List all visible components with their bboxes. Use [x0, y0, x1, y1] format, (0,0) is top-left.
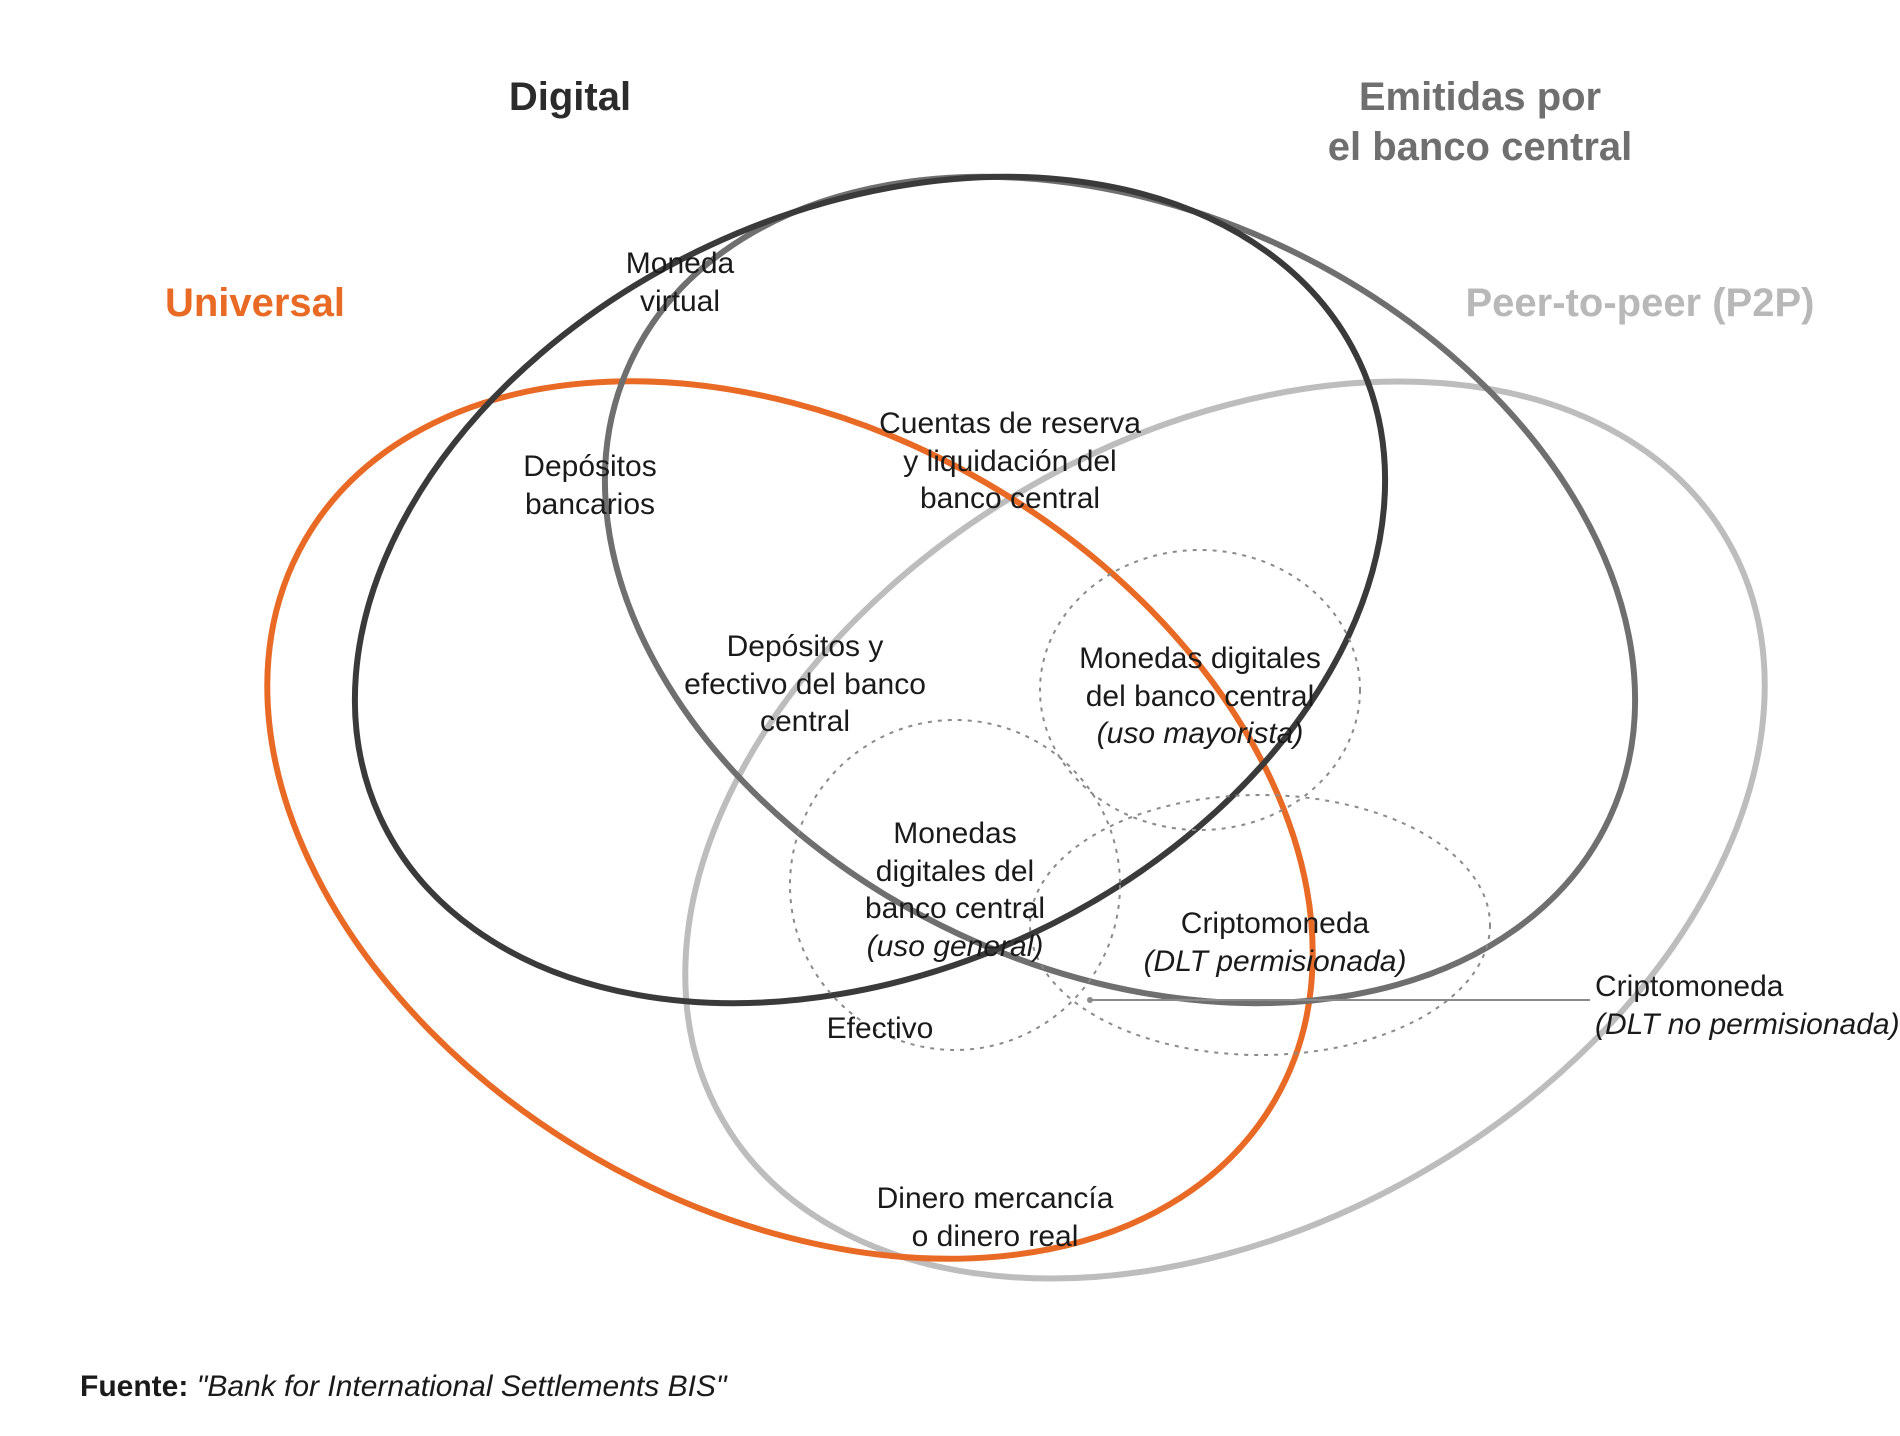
label-cbdc-mayorista: Monedas digitales del banco central (uso… — [1040, 640, 1360, 753]
label-crypto-permisionada: Criptomoneda (DLT permisionada) — [1100, 905, 1450, 980]
money-flower-diagram: Digital Emitidas por el banco central Un… — [0, 0, 1900, 1436]
label-moneda-virtual: Moneda virtual — [560, 245, 800, 320]
title-universal: Universal — [120, 278, 390, 328]
label-depositos-bancarios: Depósitos bancarios — [470, 448, 710, 523]
label-crypto-no-permisionada: Criptomoneda (DLT no permisionada) — [1595, 968, 1900, 1043]
title-central-bank: Emitidas por el banco central — [1290, 72, 1670, 172]
label-dinero-mercancia: Dinero mercancía o dinero real — [830, 1180, 1160, 1255]
title-p2p: Peer-to-peer (P2P) — [1430, 278, 1850, 328]
label-cuentas-reserva: Cuentas de reserva y liquidación del ban… — [830, 405, 1190, 518]
source-line: Fuente: "Bank for International Settleme… — [80, 1370, 727, 1404]
label-depositos-efectivo: Depósitos y efectivo del banco central — [635, 628, 975, 741]
label-cbdc-general: Monedas digitales del banco central (uso… — [815, 815, 1095, 965]
label-efectivo: Efectivo — [770, 1010, 990, 1048]
title-digital: Digital — [410, 72, 730, 122]
